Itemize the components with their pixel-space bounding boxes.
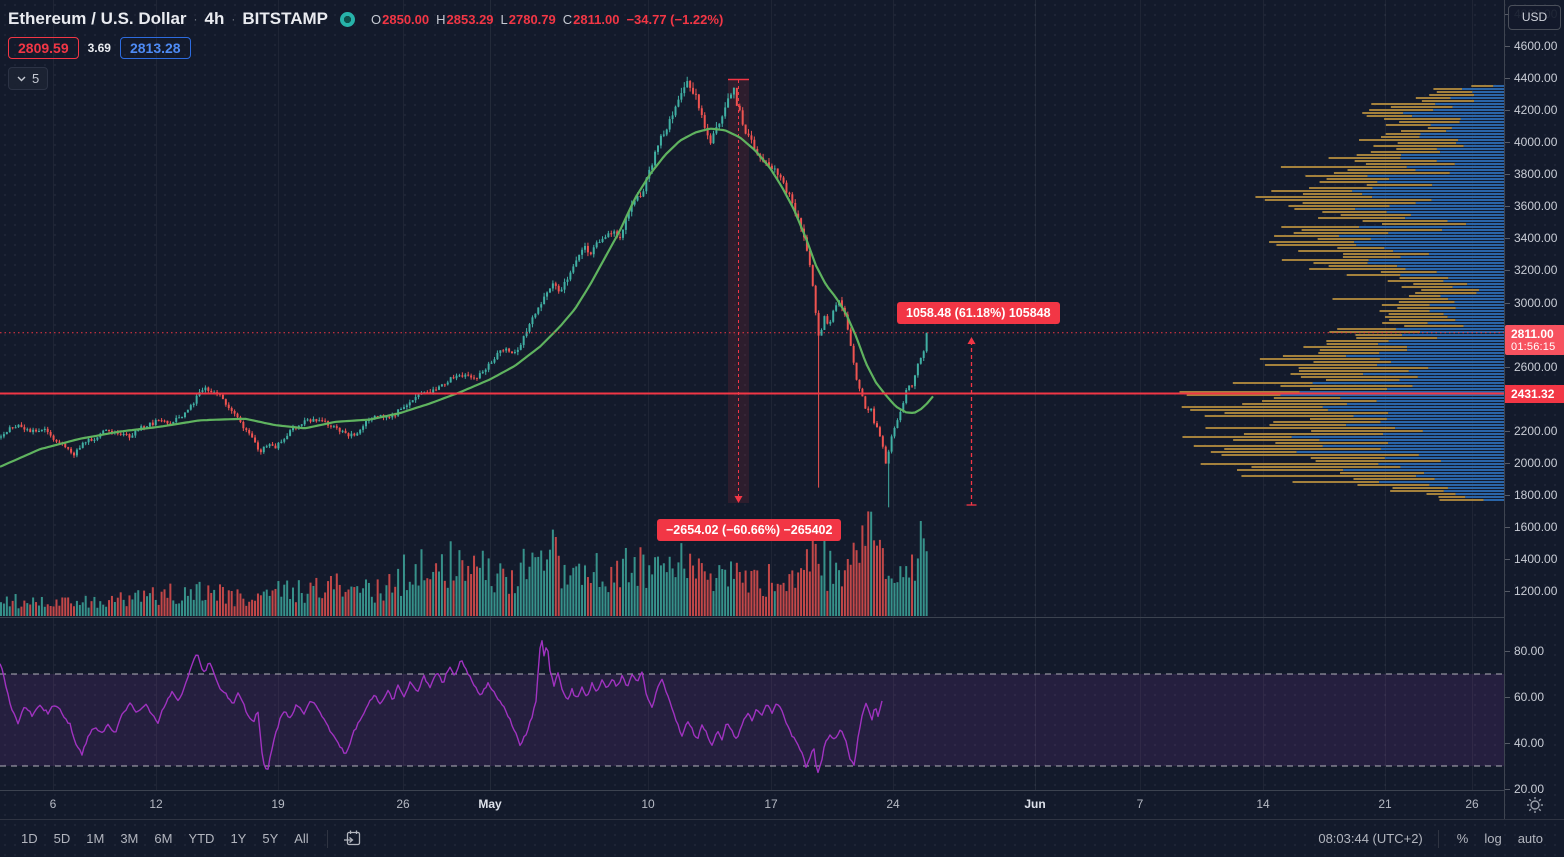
current-price-label: 2811.00 01:56:15 (1505, 325, 1564, 355)
range-button-1d[interactable]: 1D (21, 831, 38, 846)
range-button-1y[interactable]: 1Y (230, 831, 247, 846)
interval-label[interactable]: 4h (204, 9, 225, 28)
price-axis[interactable]: USD 4800.004600.004400.004200.004000.003… (1504, 0, 1564, 796)
range-button-3m[interactable]: 3M (120, 831, 139, 846)
price-axis-label: 2200.00 (1505, 424, 1564, 438)
clock-timezone-button[interactable]: 08:03:44 (UTC+2) (1318, 831, 1423, 846)
bottom-toolbar: 1D 5D 1M 3M 6M YTD 1Y 5Y All 08:03:44 (UTC+2) % … (0, 819, 1564, 857)
time-axis-label[interactable]: 26 (396, 797, 410, 811)
rsi-axis-label: 60.00 (1505, 690, 1564, 704)
rsi-line (0, 640, 883, 774)
time-axis-label[interactable]: 19 (271, 797, 285, 811)
price-axis-label: 3400.00 (1505, 231, 1564, 245)
range-button-all[interactable]: All (294, 831, 309, 846)
sun-gear-icon (1527, 797, 1543, 813)
price-axis-label: 3000.00 (1505, 296, 1564, 310)
rsi-axis-label: 40.00 (1505, 736, 1564, 750)
rsi-axis-label: 80.00 (1505, 644, 1564, 658)
range-button-6m[interactable]: 6M (154, 831, 173, 846)
time-axis-label[interactable]: 17 (764, 797, 778, 811)
price-axis-label: 1200.00 (1505, 584, 1564, 598)
price-chart-canvas[interactable] (0, 0, 1504, 791)
indicator-count: 5 (32, 71, 40, 86)
price-axis-label: 1800.00 (1505, 488, 1564, 502)
scale-settings-button[interactable] (1504, 791, 1564, 819)
rsi-axis-label: 20.00 (1505, 782, 1564, 796)
bar-countdown: 01:56:15 (1511, 341, 1556, 353)
moving-average-line (0, 127, 934, 468)
close-value: 2811.00 (573, 11, 620, 27)
chart-legend: Ethereum / U.S. Dollar · 4h · BITSTAMP O… (8, 8, 730, 90)
price-axis-label: 3600.00 (1505, 199, 1564, 213)
price-axis-label: 3200.00 (1505, 263, 1564, 277)
close-label: C (562, 11, 573, 27)
indicators-collapse-button[interactable]: 5 (8, 67, 49, 90)
price-range-down-label[interactable]: −2654.02 (−60.66%) −265402 (657, 519, 842, 541)
time-axis-label[interactable]: 21 (1378, 797, 1392, 811)
open-value: 2850.00 (382, 11, 430, 27)
currency-unit-button[interactable]: USD (1508, 5, 1561, 30)
auto-scale-button[interactable]: auto (1517, 831, 1543, 846)
high-label: H (436, 11, 446, 27)
toolbar-divider (1437, 829, 1439, 848)
time-axis-label[interactable]: 6 (49, 797, 57, 811)
price-axis-label: 2600.00 (1505, 360, 1564, 374)
price-axis-label: 1600.00 (1505, 520, 1564, 534)
ohlc-readout: O 2850.00 H 2853.29 L 2780.79 C 2811.00 … (371, 12, 730, 27)
separator-dot: · (193, 12, 198, 26)
price-axis-label: 4200.00 (1505, 103, 1564, 117)
time-axis-label[interactable]: 10 (641, 797, 655, 811)
percent-scale-button[interactable]: % (1456, 831, 1469, 846)
range-button-1m[interactable]: 1M (86, 831, 105, 846)
time-axis-label[interactable]: 24 (886, 797, 900, 811)
open-label: O (371, 11, 382, 27)
time-axis-label[interactable]: 26 (1465, 797, 1479, 811)
sell-bid-button[interactable]: 2809.59 (8, 37, 79, 59)
separator-dot: · (231, 12, 236, 26)
price-axis-label: 3800.00 (1505, 167, 1564, 181)
time-axis-label[interactable]: 12 (149, 797, 163, 811)
current-price-value: 2811.00 (1511, 327, 1554, 341)
low-label: L (500, 11, 508, 27)
log-scale-button[interactable]: log (1484, 831, 1502, 846)
symbol-title[interactable]: Ethereum / U.S. Dollar (8, 9, 187, 28)
time-axis[interactable]: 6 12 19 26 May 10 17 24 Jun 7 14 21 26 (0, 791, 1564, 819)
calendar-arrow-icon (343, 830, 360, 846)
high-value: 2853.29 (446, 11, 494, 27)
exchange-logo-icon (340, 11, 356, 27)
price-axis-label: 1400.00 (1505, 552, 1564, 566)
time-axis-label[interactable]: 14 (1256, 797, 1270, 811)
range-button-ytd[interactable]: YTD (188, 831, 215, 846)
price-axis-label: 4400.00 (1505, 71, 1564, 85)
go-to-date-button[interactable] (339, 829, 366, 848)
price-axis-label: 4600.00 (1505, 39, 1564, 53)
range-button-5d[interactable]: 5D (53, 831, 71, 846)
range-button-5y[interactable]: 5Y (262, 831, 279, 846)
low-value: 2780.79 (508, 11, 556, 27)
toolbar-divider (326, 829, 328, 848)
bid-ask-row: 2809.59 3.69 2813.28 (8, 37, 730, 59)
time-axis-label[interactable]: May (478, 797, 502, 811)
exchange-label[interactable]: BITSTAMP (242, 9, 329, 28)
price-axis-label: 4000.00 (1505, 135, 1564, 149)
time-axis-label[interactable]: 7 (1136, 797, 1144, 811)
chart-plot-area[interactable]: Ethereum / U.S. Dollar · 4h · BITSTAMP O… (0, 0, 1504, 791)
chevron-down-icon (17, 76, 26, 81)
buy-ask-button[interactable]: 2813.28 (119, 37, 191, 59)
price-axis-label: 2000.00 (1505, 456, 1564, 470)
time-axis-label[interactable]: Jun (1024, 797, 1046, 811)
horizontal-line-price-label: 2431.32 (1505, 385, 1564, 403)
change-value: −34.77 (−1.22%) (626, 11, 724, 27)
price-range-up-label[interactable]: 1058.48 (61.18%) 105848 (897, 302, 1060, 324)
symbol-row: Ethereum / U.S. Dollar · 4h · BITSTAMP O… (8, 8, 730, 30)
spread-value: 3.69 (87, 41, 111, 55)
indicators-row: 5 (8, 67, 730, 90)
